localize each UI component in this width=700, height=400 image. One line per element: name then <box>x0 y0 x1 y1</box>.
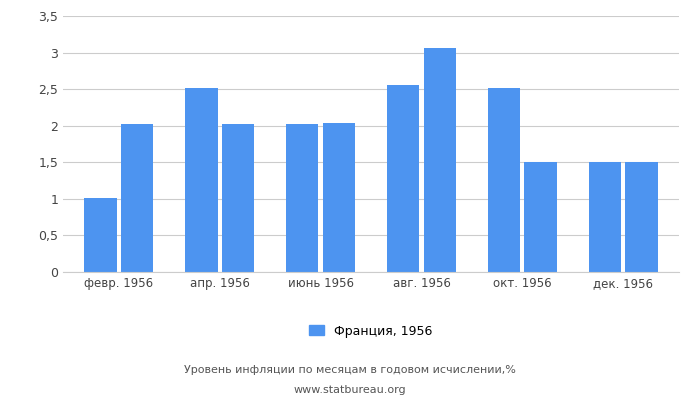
Bar <box>589 162 622 272</box>
Bar <box>323 123 355 272</box>
Text: Уровень инфляции по месяцам в годовом исчислении,%: Уровень инфляции по месяцам в годовом ис… <box>184 365 516 375</box>
Bar <box>626 162 658 272</box>
Bar <box>221 124 254 272</box>
Bar <box>120 124 153 272</box>
Legend: Франция, 1956: Франция, 1956 <box>304 320 438 342</box>
Bar <box>524 162 556 272</box>
Bar <box>387 86 419 272</box>
Text: www.statbureau.org: www.statbureau.org <box>294 385 406 395</box>
Bar <box>286 124 318 272</box>
Bar <box>488 88 521 272</box>
Bar <box>84 198 116 272</box>
Bar <box>186 88 218 272</box>
Bar <box>424 48 456 272</box>
